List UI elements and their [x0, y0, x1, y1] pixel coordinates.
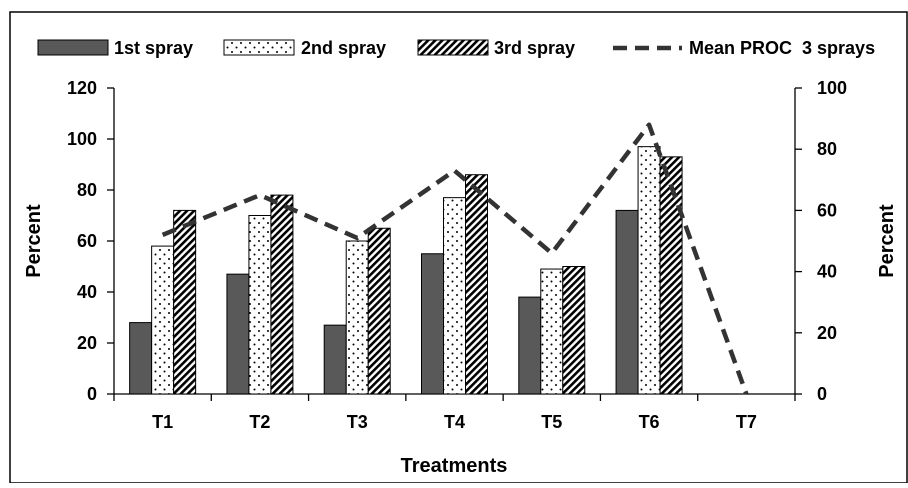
- legend-swatch-1st-spray: [37, 39, 109, 56]
- bar-1st-spray-t6: [615, 209, 639, 395]
- left-tick-label: 20: [77, 333, 97, 353]
- right-tick-label: 60: [817, 200, 837, 220]
- bar-2nd-spray-t1: [151, 245, 175, 395]
- legend: 1st spray 2nd spray 3rd spray Mean PROC …: [37, 38, 875, 58]
- left-tick-label: 120: [67, 78, 97, 98]
- bar-1st-spray-t2: [226, 273, 250, 395]
- category-label-t5: T5: [541, 412, 562, 432]
- bar-3rd-spray-t2: [270, 194, 294, 395]
- legend-label-1st-spray: 1st spray: [114, 38, 193, 58]
- y-axis-title: Percent: [23, 204, 45, 278]
- bar-3rd-spray-t4: [465, 174, 488, 395]
- bar-1st-spray-t1: [129, 322, 153, 395]
- left-tick-label: 80: [77, 180, 97, 200]
- bar-1st-spray-t4: [421, 253, 444, 395]
- category-label-t1: T1: [152, 412, 173, 432]
- bar-3rd-spray-t6: [659, 156, 683, 395]
- right-tick-label: 80: [817, 139, 837, 159]
- category-label-t7: T7: [736, 412, 757, 432]
- left-tick-label: 100: [67, 129, 97, 149]
- bar-3rd-spray-t1: [173, 209, 197, 395]
- category-label-t2: T2: [249, 412, 270, 432]
- left-tick-label: 60: [77, 231, 97, 251]
- y2-axis-title: Percent: [876, 204, 898, 278]
- legend-swatch-2nd-spray: [223, 39, 295, 56]
- bar-2nd-spray-t2: [248, 215, 272, 395]
- right-tick-label: 0: [817, 384, 827, 404]
- bar-2nd-spray-t4: [443, 197, 466, 395]
- bar-2nd-spray-t3: [345, 240, 369, 395]
- legend-swatch-3rd-spray: [417, 39, 489, 56]
- left-tick-label: 40: [77, 282, 97, 302]
- bar-2nd-spray-t6: [637, 146, 661, 395]
- category-label-t3: T3: [347, 412, 368, 432]
- mean-proc-line: [161, 122, 749, 395]
- category-label-t6: T6: [639, 412, 660, 432]
- bar-1st-spray-t5: [518, 296, 542, 395]
- legend-label-mean-proc: Mean PROC 3 sprays: [689, 38, 875, 58]
- bar-3rd-spray-t3: [367, 227, 391, 395]
- right-tick-label: 100: [817, 78, 847, 98]
- right-tick-label: 40: [817, 262, 837, 282]
- right-tick-label: 20: [817, 323, 837, 343]
- legend-label-2nd-spray: 2nd spray: [301, 38, 386, 58]
- legend-label-3rd-spray: 3rd spray: [494, 38, 575, 58]
- bar-1st-spray-t3: [323, 324, 347, 395]
- left-tick-label: 0: [87, 384, 97, 404]
- category-label-t4: T4: [444, 412, 465, 432]
- x-axis-title: Treatments: [401, 455, 508, 477]
- bar-2nd-spray-t5: [540, 268, 564, 395]
- bar-3rd-spray-t5: [562, 266, 586, 395]
